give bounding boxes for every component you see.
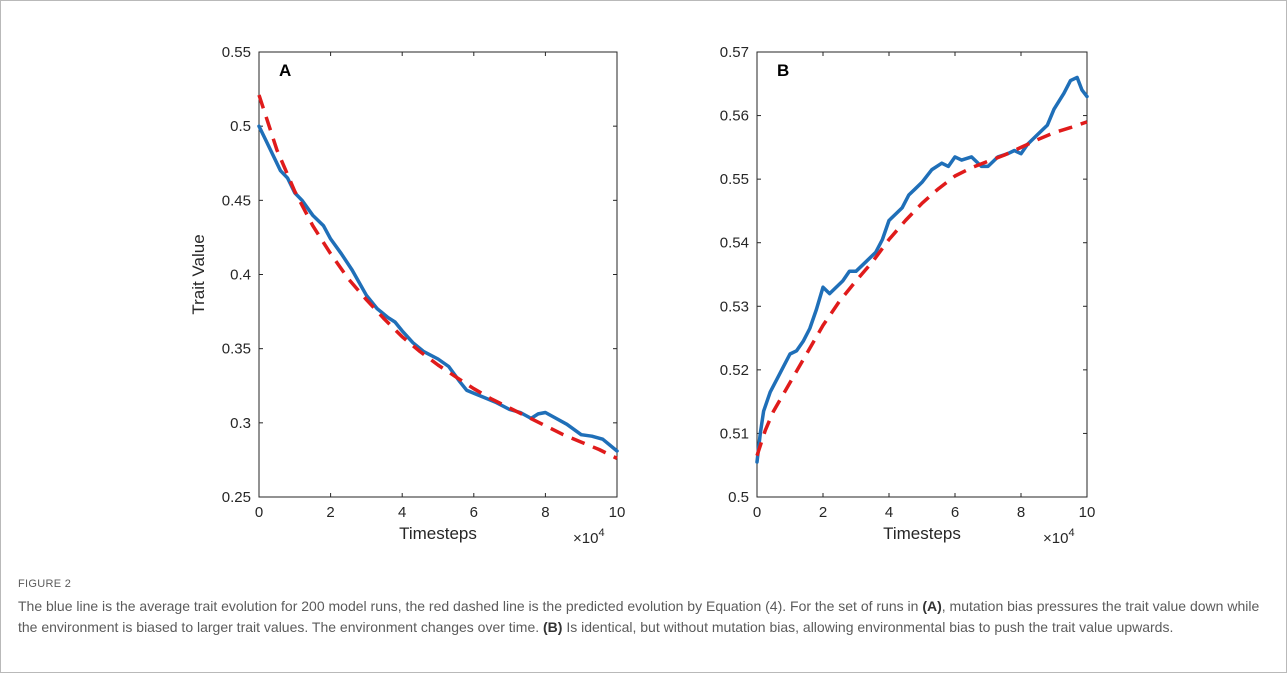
panel-a-y-tick-label: 0.5 [230, 118, 251, 135]
panel-a-x-tick-label: 0 [255, 504, 263, 521]
caption-part-1: The blue line is the average trait evolu… [18, 598, 923, 614]
panel-b-x-tick-label: 4 [885, 504, 893, 521]
panel-a-y-tick-label: 0.25 [222, 489, 251, 506]
panel-b-x-axis: 0 2 4 6 8 10 [753, 52, 1096, 521]
panel-b-x-multiplier: ×104 [1043, 527, 1075, 547]
panel-b-x-multiplier-exponent: 4 [1068, 527, 1074, 539]
panel-b-series [755, 75, 1089, 464]
panel-a-x-tick-label: 10 [609, 504, 626, 521]
panel-b-x-tick-label: 0 [753, 504, 761, 521]
panel-b-y-tick-label: 0.57 [720, 44, 749, 61]
panel-b-y-axis: 0.5 0.51 0.52 0.53 0.54 0.55 0.56 0.57 [720, 44, 1087, 506]
caption-part-2: , mutation bias pressures the trait valu… [18, 598, 1260, 635]
panel-b-y-tick-label: 0.52 [720, 362, 749, 379]
panel-a-x-multiplier: ×104 [573, 527, 605, 547]
panel-a-label: A [279, 61, 291, 80]
panel-a-x-tick-label: 6 [470, 504, 478, 521]
panel-b-x-tick-label: 8 [1017, 504, 1025, 521]
panel-a: 0.25 0.3 0.35 0.4 0.45 0.5 0.55 0 2 4 6 8 10 A Time… [189, 44, 625, 547]
figure-caption: The blue line is the average trait evolu… [18, 596, 1268, 638]
panel-b-x-tick-label: 6 [951, 504, 959, 521]
panel-b-y-tick-label: 0.56 [720, 108, 749, 125]
panel-a-y-tick-label: 0.4 [230, 267, 251, 284]
panel-a-simulated-line [257, 124, 619, 453]
panel-a-y-axis-label: Trait Value [189, 234, 208, 314]
panel-b-plot-area [756, 51, 1088, 498]
panel-b-x-multiplier-base: ×10 [1043, 530, 1068, 547]
panel-a-plot-area [258, 51, 618, 498]
caption-ref-b: (B) [543, 619, 563, 635]
panel-a-x-tick-label: 2 [326, 504, 334, 521]
panel-a-predicted-line [257, 94, 618, 460]
panel-a-x-tick-label: 4 [398, 504, 406, 521]
panel-a-series [257, 94, 619, 460]
panel-b-predicted-line [755, 120, 1088, 457]
panel-b-simulated-line [755, 75, 1089, 464]
panel-a-y-tick-label: 0.55 [222, 44, 251, 61]
panel-b: 0.50.510.520.530.540.550.560.57 0 2 4 6 8 10 … [720, 44, 1096, 547]
panel-a-x-axis: 0 2 4 6 8 10 [255, 52, 626, 521]
panel-a-x-tick-label: 8 [541, 504, 549, 521]
panel-b-x-tick-label: 10 [1079, 504, 1096, 521]
panel-a-x-axis-label: Timesteps [399, 524, 477, 543]
panel-a-y-tick-label: 0.35 [222, 341, 251, 358]
panel-b-y-tick-label: 0.54 [720, 235, 749, 252]
panel-b-y-tick-label: 0.55 [720, 171, 749, 188]
panel-a-y-tick-label: 0.3 [230, 415, 251, 432]
panel-b-x-tick-label: 2 [819, 504, 827, 521]
panel-a-y-axis: 0.25 0.3 0.35 0.4 0.45 0.5 0.55 [222, 44, 617, 506]
panel-a-y-tick-label: 0.45 [222, 192, 251, 209]
figure-label: FIGURE 2 [18, 578, 72, 590]
panel-b-y-tick-label: 0.53 [720, 298, 749, 315]
panel-a-x-multiplier-base: ×10 [573, 530, 598, 547]
caption-part-3: Is identical, but without mutation bias,… [562, 619, 1174, 635]
panel-b-x-axis-label: Timesteps [883, 524, 961, 543]
panel-b-y-tick-label: 0.51 [720, 425, 749, 442]
panel-a-x-multiplier-exponent: 4 [598, 527, 604, 539]
panel-b-y-tick-label: 0.5 [728, 489, 749, 506]
caption-ref-a: (A) [922, 598, 942, 614]
panel-b-label: B [777, 61, 789, 80]
